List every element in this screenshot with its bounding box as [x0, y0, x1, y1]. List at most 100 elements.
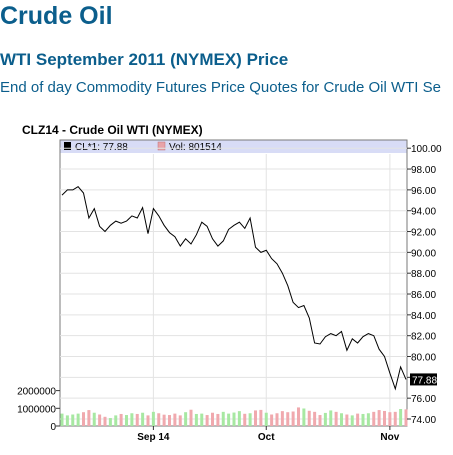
volume-bar [114, 415, 118, 426]
volume-bar [92, 412, 96, 426]
volume-bar [125, 415, 128, 426]
volume-bar [248, 413, 252, 426]
volume-bar [211, 412, 214, 426]
volume-bar [98, 414, 102, 426]
x-tick-label: Oct [258, 432, 275, 443]
volume-bar [216, 413, 220, 426]
volume-bar [377, 410, 381, 426]
x-tick-label: Nov [380, 432, 399, 443]
volume-bar [275, 413, 279, 426]
volume-bar [71, 414, 75, 426]
volume-bar [291, 411, 295, 426]
price-tick-label: 96.00 [411, 186, 436, 197]
volume-bars [60, 407, 408, 426]
legend-volume-swatch [157, 141, 166, 151]
volume-bar [237, 411, 241, 426]
volume-bar [356, 413, 360, 426]
legend-volume-label: Vol: 801514 [169, 142, 222, 153]
volume-bar [82, 412, 85, 426]
price-line [61, 186, 407, 391]
legend-price-swatch [64, 142, 71, 150]
volume-bar [334, 411, 338, 426]
volume-bar [340, 413, 343, 426]
price-tick-label: 76.00 [411, 394, 436, 405]
volume-bar [135, 413, 139, 426]
price-tick-label: 80.00 [411, 353, 436, 364]
grid [60, 147, 407, 426]
volume-bar [404, 409, 408, 426]
price-chart: CLZ14 - Crude Oil WTI (NYMEX) CL*1: 77.8… [17, 123, 442, 443]
volume-bar [345, 414, 349, 426]
volume-bar [254, 410, 257, 426]
price-tick-label: 82.00 [411, 332, 436, 343]
volume-bar [259, 409, 263, 426]
volume-bar [366, 413, 370, 426]
volume-bar [280, 411, 284, 426]
volume-bar [393, 411, 397, 426]
volume-bar [286, 412, 290, 426]
volume-bar [313, 411, 317, 426]
volume-bar [227, 413, 231, 426]
volume-axis: 2000000 1000000 0 [17, 387, 60, 433]
volume-bar [151, 411, 155, 426]
volume-tick-label: 1000000 [17, 404, 56, 415]
price-tick-label: 86.00 [411, 290, 436, 301]
chart-title: CLZ14 - Crude Oil WTI (NYMEX) [22, 123, 203, 137]
volume-bar [323, 412, 327, 426]
volume-bar [103, 416, 107, 426]
price-tick-label: 100.00 [411, 144, 442, 155]
volume-bar [307, 410, 311, 426]
legend-bar [60, 140, 407, 153]
x-axis: Sep 14 Oct Nov [137, 426, 400, 443]
volume-bar [399, 409, 403, 426]
volume-bar [200, 413, 204, 426]
volume-bar [372, 411, 376, 426]
volume-bar [361, 413, 365, 426]
price-tick-label: 94.00 [411, 207, 436, 218]
last-price-label: 77.88 [412, 375, 437, 386]
legend-price-label: CL*1: 77.88 [75, 142, 128, 153]
volume-tick-label: 0 [50, 422, 56, 433]
volume-bar [189, 409, 193, 426]
page-title: Crude Oil [0, 2, 113, 30]
volume-bar [65, 415, 69, 426]
x-tick-label: Sep 14 [137, 432, 170, 443]
volume-bar [60, 413, 64, 426]
price-tick-label: 90.00 [411, 248, 436, 259]
volume-bar [205, 415, 209, 426]
volume-bar [232, 412, 236, 426]
volume-bar [168, 415, 171, 426]
volume-bar [264, 412, 268, 426]
volume-bar [329, 410, 333, 426]
volume-bar [297, 407, 300, 426]
volume-bar [178, 415, 182, 426]
volume-tick-label: 2000000 [17, 387, 56, 398]
volume-bar [270, 414, 274, 426]
volume-bar [76, 413, 80, 426]
volume-bar [184, 412, 188, 426]
price-tick-label: 88.00 [411, 269, 436, 280]
volume-bar [383, 410, 386, 426]
volume-bar [194, 413, 198, 426]
volume-bar [108, 418, 112, 426]
page-subtitle: WTI September 2011 (NYMEX) Price [0, 50, 289, 69]
volume-bar [162, 414, 166, 426]
volume-bar [119, 413, 123, 426]
volume-bar [318, 415, 322, 426]
last-price-tag [410, 373, 437, 386]
plot-frame [59, 139, 408, 427]
volume-bar [87, 410, 91, 426]
volume-bar [243, 413, 247, 426]
volume-bar [221, 411, 225, 426]
volume-bar [130, 413, 134, 426]
price-tick-label: 92.00 [411, 228, 436, 239]
price-tick-label: 98.00 [411, 165, 436, 176]
volume-bar [146, 415, 150, 426]
volume-bar [350, 415, 354, 426]
price-tick-label: 74.00 [411, 415, 436, 426]
volume-bar [388, 412, 392, 426]
volume-bar [173, 413, 177, 426]
volume-bar [302, 408, 306, 426]
price-tick-label: 84.00 [411, 311, 436, 322]
volume-bar [141, 412, 145, 426]
